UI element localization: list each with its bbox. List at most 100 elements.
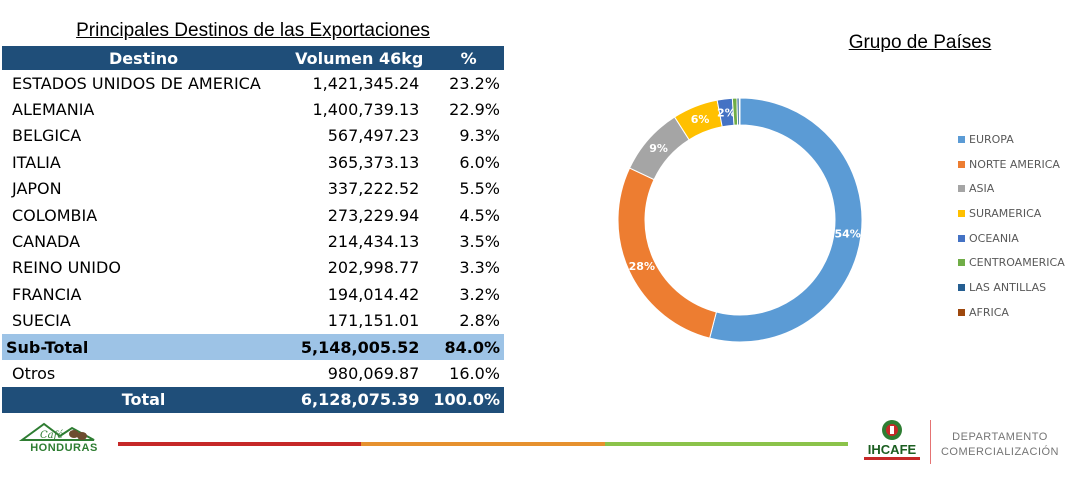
header-destino: Destino [2,46,286,70]
row-destino: JAPON [12,179,62,199]
table-row: ESTADOS UNIDOS DE AMERICA 1,421,345.24 23.… [2,70,504,96]
legend-swatch [958,308,965,316]
row-pct: 3.3% [459,258,500,278]
department-line-1: DEPARTAMENTO [952,431,1048,443]
cafe-honduras-logo: Café HONDURAS [14,418,114,462]
subtotal-label: Sub-Total [2,333,286,361]
data-label: 54% [834,228,860,241]
legend-item: ASIA [958,176,1065,201]
table-row: JAPON 337,222.52 5.5% [2,176,504,202]
data-label: 9% [649,142,668,155]
legend-item: AFRICA [958,300,1065,325]
row-volume: 1,421,345.24 [312,73,420,93]
logo-cafe-text: Café [40,430,64,441]
department-label: DEPARTAMENTO COMERCIALIZACIÓN [938,430,1062,460]
table-row: COLOMBIA 273,229.94 4.5% [2,202,504,228]
legend-label: CENTROAMERICA [969,256,1065,270]
row-destino: REINO UNIDO [12,258,121,278]
legend-item: LAS ANTILLAS [958,275,1065,300]
otros-pct: 16.0% [449,363,500,383]
ihcafe-text: IHCAFE [867,442,917,457]
row-pct: 9.3% [459,126,500,146]
table-row: CANADA 214,434.13 3.5% [2,228,504,254]
table-title: Principales Destinos de las Exportacione… [76,20,430,41]
legend-label: EUROPA [969,132,1014,146]
logo-honduras-text: HONDURAS [30,442,98,454]
table-row: FRANCIA 194,014.42 3.2% [2,281,504,307]
row-pct: 4.5% [459,205,500,225]
footer-separator [930,420,931,464]
table-row: SUECIA 171,151.01 2.8% [2,308,504,334]
row-volume: 214,434.13 [327,232,420,252]
row-volume: 567,497.23 [327,126,420,146]
row-volume: 365,373.13 [327,152,420,172]
legend-label: SURAMERICA [969,206,1042,220]
row-destino: COLOMBIA [12,205,98,225]
chart-title: Grupo de Países [848,32,992,53]
row-destino: BELGICA [12,126,82,146]
total-pct: 100.0% [433,386,504,414]
header-volumen: Volumen 46kg [285,46,434,70]
row-pct: 5.5% [459,179,500,199]
legend-swatch [958,135,965,143]
legend-swatch [958,185,965,193]
table-body: ESTADOS UNIDOS DE AMERICA 1,421,345.24 23.… [2,70,504,334]
row-pct: 6.0% [459,152,500,172]
row-pct: 3.5% [459,232,500,252]
row-volume: 171,151.01 [327,311,420,331]
row-destino: CANADA [12,232,81,252]
otros-row: Otros 980,069.87 16.0% [2,360,504,386]
table-row: REINO UNIDO 202,998.77 3.3% [2,255,504,281]
row-pct: 2.8% [459,311,500,331]
table-row: BELGICA 567,497.23 9.3% [2,123,504,149]
legend-item: OCEANIA [958,226,1065,251]
legend-label: LAS ANTILLAS [969,280,1047,294]
legend-item: CENTROAMERICA [958,250,1065,275]
legend-swatch [958,234,965,242]
legend-swatch [958,209,965,217]
legend-swatch [958,160,965,168]
data-label: 2% [717,106,736,119]
header-pct: % [433,46,504,70]
total-volume: 6,128,075.39 [285,386,434,414]
row-pct: 23.2% [449,73,500,93]
subtotal-pct: 84.0% [433,333,504,361]
footer-line-segment [361,442,605,446]
total-row: Total 6,128,075.39 100.0% [2,386,504,414]
data-label: 6% [691,113,710,126]
subtotal-row: Sub-Total 5,148,005.52 84.0% [2,333,504,361]
ihcafe-logo: IHCAFE [864,418,920,464]
row-volume: 337,222.52 [327,179,420,199]
data-label: 28% [629,260,655,273]
ihcafe-underline [864,457,920,460]
footer-color-line [118,442,848,446]
row-volume: 1,400,739.13 [312,100,420,120]
exports-table: Destino Volumen 46kg % ESTADOS UNIDOS DE… [2,46,504,414]
slice-europa [709,97,863,343]
footer-line-segment [118,442,362,446]
legend-label: OCEANIA [969,231,1019,245]
row-destino: ITALIA [12,152,61,172]
donut-chart: 54% 28% 9% 6% 2% [617,97,863,343]
subtotal-volume: 5,148,005.52 [285,333,434,361]
row-pct: 22.9% [449,100,500,120]
row-volume: 194,014.42 [327,284,420,304]
slice-africa [738,97,741,126]
legend-item: SURAMERICA [958,201,1065,226]
row-destino: SUECIA [12,311,71,331]
legend-label: AFRICA [969,305,1009,319]
table-row: ALEMANIA 1,400,739.13 22.9% [2,96,504,122]
legend-label: ASIA [969,182,995,196]
department-line-2: COMERCIALIZACIÓN [940,446,1059,458]
row-volume: 273,229.94 [327,205,420,225]
slice-norte-america [617,167,717,339]
otros-volume: 980,069.87 [327,363,420,383]
table-row: ITALIA 365,373.13 6.0% [2,149,504,175]
legend-swatch [958,283,965,291]
total-label: Total [2,386,286,414]
otros-label: Otros [12,363,56,383]
row-pct: 3.2% [459,284,500,304]
legend-swatch [958,259,965,267]
row-destino: ESTADOS UNIDOS DE AMERICA [12,73,261,93]
row-destino: FRANCIA [12,284,82,304]
